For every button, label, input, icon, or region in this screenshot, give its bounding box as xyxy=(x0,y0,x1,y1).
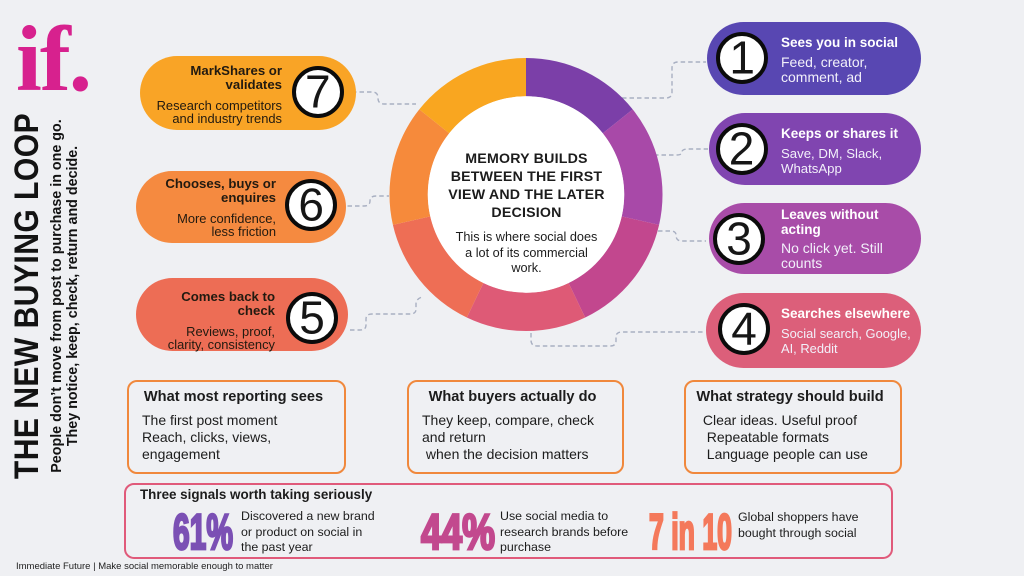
svg-text:44%: 44% xyxy=(421,511,495,555)
svg-text:7 in 10: 7 in 10 xyxy=(649,511,732,555)
svg-text:61%: 61% xyxy=(173,511,233,555)
